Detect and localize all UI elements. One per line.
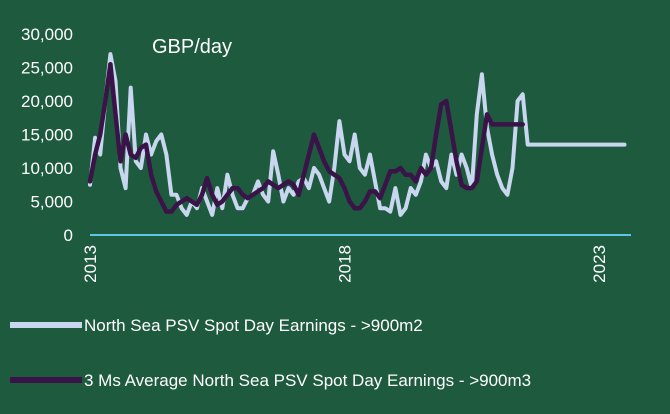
x-tick-label: 2018: [336, 245, 355, 283]
series-line-spot: [88, 52, 627, 217]
x-tick-label: 2013: [81, 245, 100, 283]
y-tick-label: 25,000: [21, 59, 73, 78]
y-tick-label: 5,000: [30, 193, 73, 212]
unit-label: GBP/day: [152, 36, 232, 58]
y-tick-label: 30,000: [21, 25, 73, 44]
x-axis-ticks: 2013 2018 2023: [81, 245, 609, 283]
legend-item-spot: North Sea PSV Spot Day Earnings - >900m2: [10, 316, 423, 335]
y-tick-label: 15,000: [21, 126, 73, 145]
series-line-average: [87, 61, 525, 214]
y-axis-ticks: 30,000 25,000 20,000 15,000 10,000 5,000 0: [21, 25, 73, 245]
legend-label-average: 3 Ms Average North Sea PSV Spot Day Earn…: [84, 371, 531, 390]
y-tick-label: 0: [64, 226, 73, 245]
legend-label-spot: North Sea PSV Spot Day Earnings - >900m2: [84, 316, 423, 335]
legend: North Sea PSV Spot Day Earnings - >900m2…: [10, 316, 531, 390]
y-tick-label: 20,000: [21, 92, 73, 111]
legend-item-average: 3 Ms Average North Sea PSV Spot Day Earn…: [10, 371, 531, 390]
x-tick-label: 2023: [590, 245, 609, 283]
series-layer: [87, 52, 627, 217]
y-tick-label: 10,000: [21, 159, 73, 178]
